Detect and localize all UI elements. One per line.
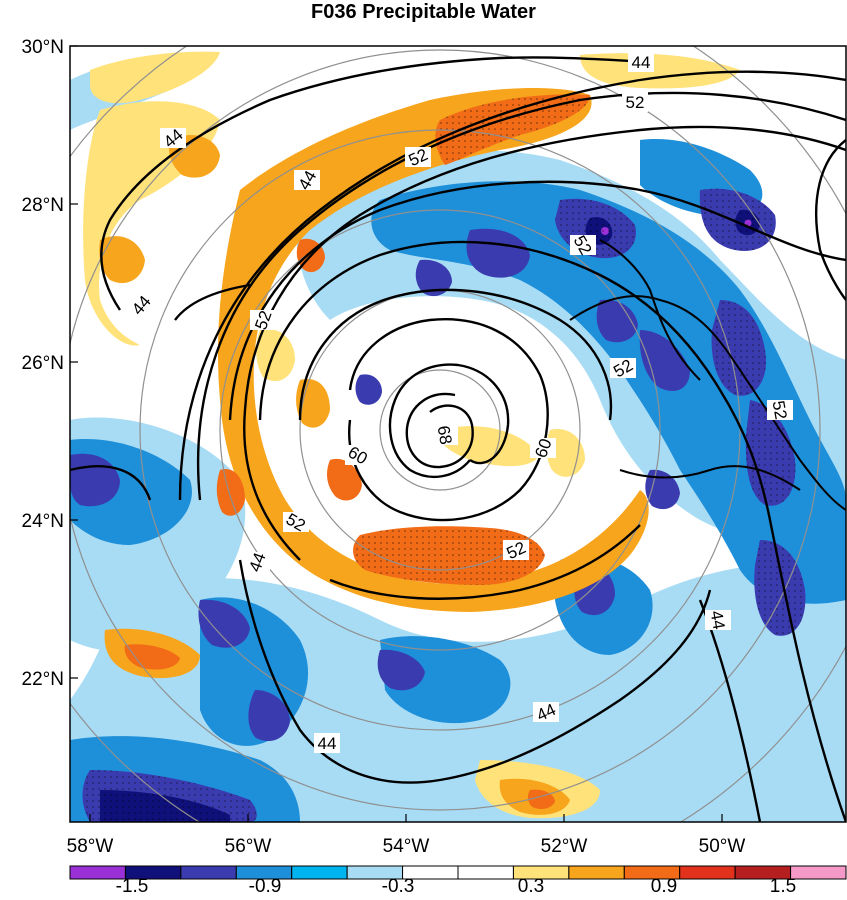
colorbar-label: 0.3 [518,876,544,897]
contour-label-3: 44 [160,125,187,152]
lat-label-24n: 24°N [22,511,64,532]
contour-label-7: 52 [250,308,276,332]
contour-label-2: 52 [622,92,648,112]
lat-label-26n: 26°N [22,353,64,374]
lat-label-22n: 22°N [22,669,64,690]
contour-label-17: 44 [533,700,559,725]
significance-stipple-blue [82,188,806,822]
contour-label-12: 60 [530,436,556,460]
colorbar-label: -1.5 [116,876,149,897]
longitude-labels: 58°W 56°W 54°W 52°W 50°W [67,836,746,857]
colorbar-label: -0.3 [382,876,415,897]
colorbar-cell [679,865,736,880]
contour-label-8: 44 [128,292,155,319]
axis-ticks [70,45,723,822]
colorbar-cell [790,865,847,880]
latitude-labels: 30°N 28°N 26°N 24°N 22°N [22,37,64,690]
colorbar-cell [457,865,514,880]
lon-label-52w: 52°W [541,836,588,857]
contour-label-13: 52 [283,509,309,535]
contour-label-18: 44 [314,733,340,753]
significance-stipple-red [353,94,590,585]
contour-label-5: 44 [294,167,320,193]
colorbar-labels: -1.5 -0.9 -0.3 0.3 0.9 1.5 [116,876,797,897]
contour-label-16: 44 [705,609,731,631]
anomaly-orange [99,88,649,815]
colorbar-cell [291,865,348,880]
colorbar-label: 0.9 [651,876,677,897]
svg-text:52: 52 [769,399,791,421]
lon-label-50w: 50°W [699,836,746,857]
contour-label-1: 44 [628,52,654,72]
contour-label-19: 52 [767,399,793,421]
svg-text:44: 44 [707,609,729,631]
lat-label-28n: 28°N [22,195,64,216]
svg-text:44: 44 [632,53,651,72]
contour-label-9: 52 [610,355,636,381]
contour-label-11: 68 [432,424,458,446]
contour-label-10: 60 [345,442,371,468]
lon-label-54w: 54°W [383,836,430,857]
svg-text:68: 68 [434,424,456,446]
colorbar-label: 1.5 [770,876,796,897]
svg-text:44: 44 [318,734,337,753]
colorbar-label: -0.9 [249,876,282,897]
lat-label-30n: 30°N [22,37,64,58]
contour-labels: 44 52 44 52 44 52 52 44 52 60 68 60 52 5… [128,52,793,753]
pw-contours-jagged [569,239,846,511]
colorbar-cell [568,865,625,880]
map-title: F036 Precipitable Water [311,1,536,23]
contour-label-6: 52 [570,232,596,258]
contour-label-4: 52 [405,145,431,170]
colorbar-cell [180,865,237,880]
svg-text:52: 52 [626,93,645,112]
lon-label-58w: 58°W [67,836,114,857]
contour-label-15: 44 [244,550,270,574]
colorbar [69,865,847,880]
plot-frame [69,45,847,823]
contour-label-14: 52 [503,538,529,563]
pw-contours [70,56,846,822]
lon-label-56w: 56°W [225,836,272,857]
